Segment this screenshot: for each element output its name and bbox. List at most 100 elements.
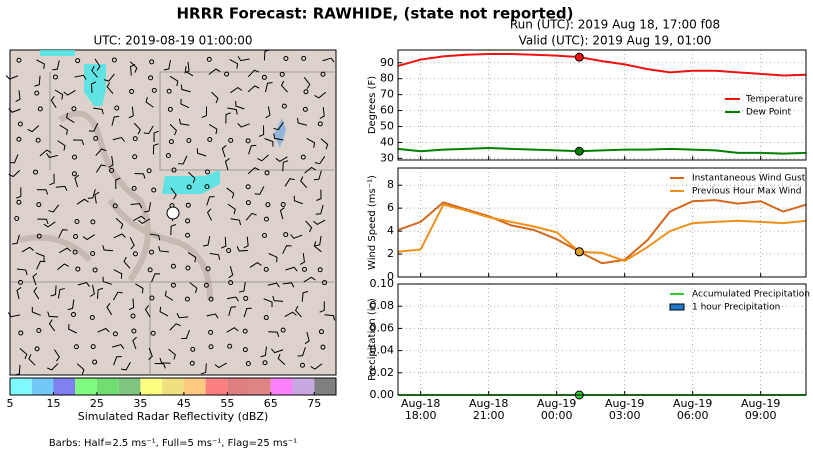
calm-barb xyxy=(75,266,81,272)
state-borders xyxy=(10,71,336,375)
barb xyxy=(15,187,22,199)
x-tick-label: Aug-18 xyxy=(401,397,440,410)
barb xyxy=(268,331,280,338)
barb xyxy=(284,178,295,187)
barb xyxy=(59,247,72,254)
calm-barb xyxy=(203,282,209,288)
barb xyxy=(43,221,56,228)
barb xyxy=(203,236,211,247)
radar-echo xyxy=(274,118,286,148)
barb xyxy=(314,156,326,165)
barb xyxy=(8,108,21,113)
colorbar-segment xyxy=(31,378,54,395)
plot-area xyxy=(398,50,806,160)
map-title: UTC: 2019-08-19 01:00:00 xyxy=(93,34,252,48)
barb xyxy=(271,348,284,354)
calm-barb xyxy=(149,249,155,255)
barb-note: Barbs: Half=2.5 ms⁻¹, Full=5 ms⁻¹, Flag=… xyxy=(49,438,297,449)
colorbar-segment xyxy=(96,378,119,395)
y-tick-label: 2 xyxy=(387,247,394,260)
barb xyxy=(206,313,219,319)
barb xyxy=(200,363,207,375)
calm-barb xyxy=(301,266,307,272)
barb xyxy=(95,148,107,157)
barb xyxy=(324,314,336,321)
barb xyxy=(304,166,317,174)
calm-barb xyxy=(132,154,138,160)
calm-barb xyxy=(317,267,323,273)
calm-barb xyxy=(90,250,96,256)
barb xyxy=(112,291,123,301)
valid-marker xyxy=(574,247,584,257)
colorbar-tick-label: 25 xyxy=(90,397,104,410)
barb xyxy=(267,282,280,288)
valid-marker xyxy=(574,52,584,62)
calm-barb xyxy=(71,171,77,177)
barb xyxy=(254,186,265,195)
barb xyxy=(221,145,227,158)
calm-barb xyxy=(227,343,233,349)
x-tick-label: 09:00 xyxy=(745,409,777,422)
y-tick-label: 0.10 xyxy=(370,277,395,290)
calm-barb xyxy=(130,313,136,319)
barb xyxy=(226,327,239,333)
barb xyxy=(133,215,146,222)
barb xyxy=(57,140,66,151)
colorbar-segment xyxy=(75,378,97,395)
barb xyxy=(128,298,135,311)
barb xyxy=(295,305,302,318)
colorbar-segment xyxy=(227,378,250,395)
calm-barb xyxy=(320,344,326,350)
barb xyxy=(153,130,159,142)
barb xyxy=(144,305,151,318)
barb xyxy=(74,74,87,80)
barb xyxy=(284,311,297,317)
barb xyxy=(113,356,122,366)
barb xyxy=(320,138,329,150)
barb xyxy=(275,156,288,162)
calm-barb xyxy=(166,88,172,94)
colorbar-segment xyxy=(140,378,163,395)
calm-barb xyxy=(263,315,269,321)
barb xyxy=(265,106,271,119)
calm-barb xyxy=(73,233,79,239)
barb xyxy=(108,155,114,168)
barb xyxy=(226,296,239,302)
calm-barb xyxy=(74,218,80,224)
barb xyxy=(59,124,68,135)
calm-barb xyxy=(71,106,77,112)
barb xyxy=(301,290,309,302)
barb xyxy=(28,354,36,366)
calm-barb xyxy=(204,184,210,190)
barb xyxy=(111,115,120,126)
barb xyxy=(49,173,55,186)
valid-text: Valid (UTC): 2019 Aug 19, 01:00 xyxy=(519,34,712,48)
calm-barb xyxy=(280,327,286,333)
calm-barb xyxy=(131,328,137,334)
barb xyxy=(48,319,56,332)
calm-barb xyxy=(149,59,155,65)
barb xyxy=(113,233,126,239)
barb xyxy=(31,307,41,316)
calm-barb xyxy=(93,135,99,141)
x-tick-label: 03:00 xyxy=(609,409,641,422)
colorbar-tick-label: 65 xyxy=(264,397,278,410)
calm-barb xyxy=(75,58,81,64)
barb xyxy=(169,323,181,331)
calm-barb xyxy=(167,106,173,112)
barb xyxy=(27,125,40,133)
barb xyxy=(77,281,90,287)
barb xyxy=(258,125,265,137)
calm-barb xyxy=(151,87,157,93)
calm-barb xyxy=(208,296,214,302)
calm-barb xyxy=(132,136,138,142)
barb xyxy=(66,112,75,123)
barb xyxy=(164,290,174,301)
barb xyxy=(21,246,34,253)
barb xyxy=(264,138,274,147)
barb xyxy=(133,122,141,135)
barb xyxy=(265,82,273,93)
calm-barb xyxy=(245,361,251,367)
calm-barb xyxy=(300,154,306,160)
